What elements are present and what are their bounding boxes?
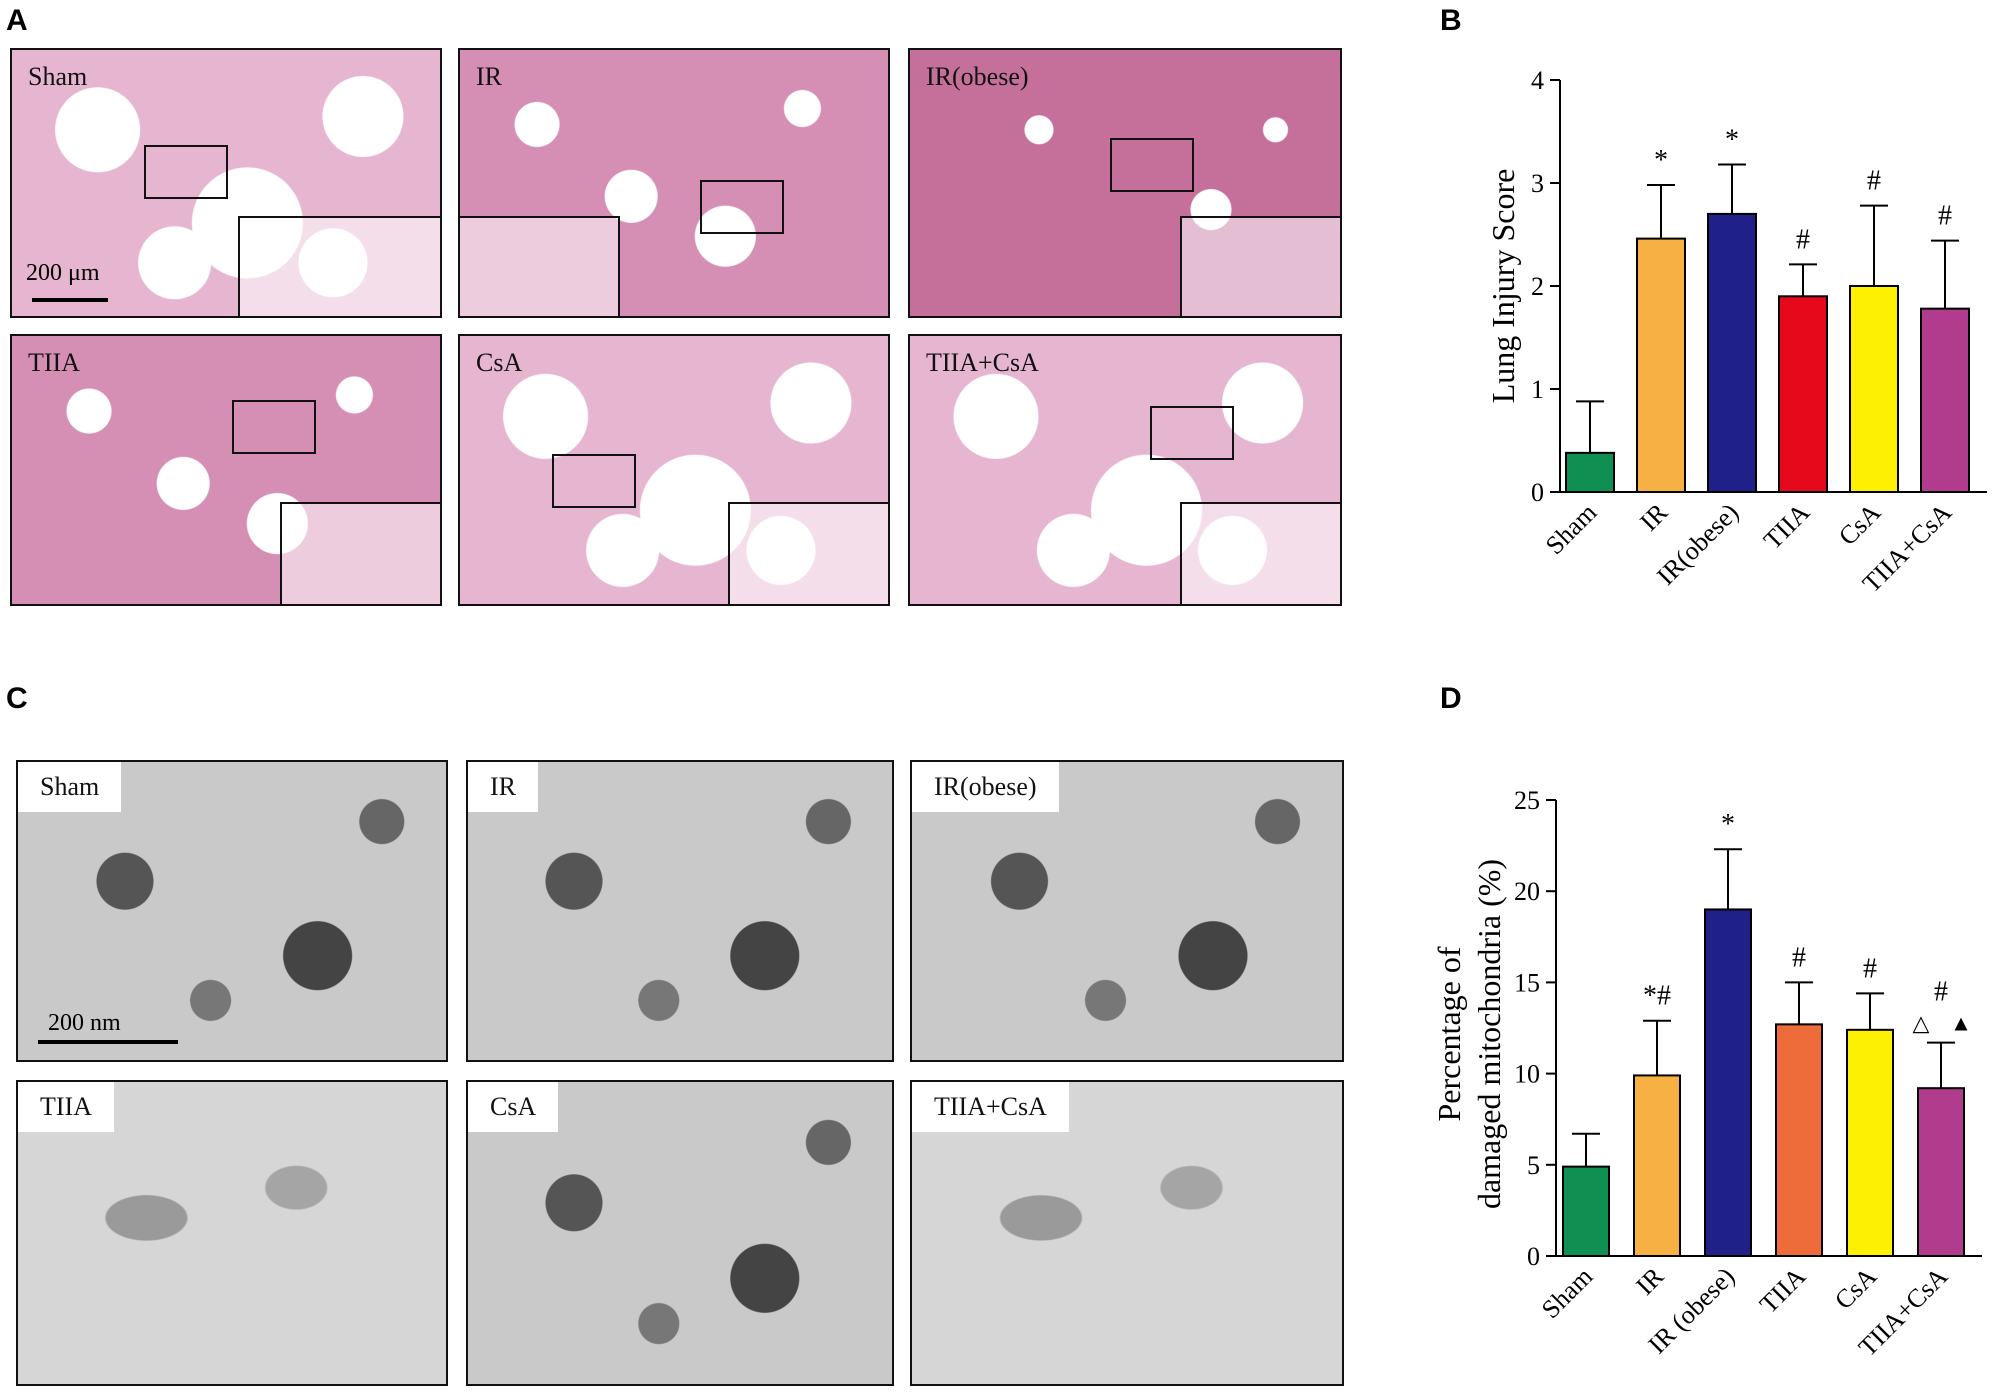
em-label-csa: CsA — [468, 1082, 559, 1132]
histology-label-sham: Sham — [28, 62, 88, 91]
histology-label-tiia: TIIA — [28, 348, 80, 377]
em-label-ir-obese: IR(obese) — [912, 762, 1059, 812]
significance-mark: * — [1725, 124, 1739, 155]
em-image-tiia: TIIA — [16, 1080, 448, 1386]
scale-bar — [32, 298, 108, 302]
histology-image-ir-obese: IR(obese) — [908, 48, 1342, 318]
bar-tiia-csa — [1920, 307, 1970, 493]
significance-mark: # — [1934, 977, 1948, 1008]
x-tick-label: CsA — [1833, 498, 1886, 551]
y-tick-label: 0 — [1527, 1242, 1540, 1271]
x-tick-label: TIIA — [1754, 1262, 1811, 1319]
zoom-inset — [1180, 502, 1340, 604]
bar-ir — [1633, 1074, 1681, 1258]
bar-sham — [1565, 451, 1615, 493]
em-label-tiia: TIIA — [18, 1082, 114, 1132]
roi-box — [1150, 406, 1234, 460]
x-tick-label: Sham — [1536, 1262, 1598, 1324]
scale-bar — [38, 1040, 178, 1044]
roi-box — [232, 400, 316, 454]
roi-box — [700, 180, 784, 234]
em-label-tiia-csa: TIIA+CsA — [912, 1082, 1069, 1132]
y-tick-label: 3 — [1531, 169, 1544, 198]
y-tick-label: 0 — [1531, 478, 1544, 507]
histology-image-csa: CsA — [458, 334, 890, 606]
bar-csa — [1846, 1028, 1894, 1257]
x-tick-label: CsA — [1829, 1262, 1882, 1315]
significance-mark: # — [1863, 953, 1877, 984]
bar-ir-obese- — [1704, 908, 1752, 1257]
filled-triangle-mark: ▲ — [1950, 1011, 1972, 1036]
significance-mark: # — [1938, 201, 1952, 232]
significance-mark: * — [1721, 809, 1735, 840]
y-tick-label: 1 — [1531, 375, 1544, 404]
em-image-ir-obese: IR(obese) — [910, 760, 1344, 1062]
em-image-tiia-csa: TIIA+CsA — [910, 1080, 1344, 1386]
x-tick-label: IR — [1630, 1261, 1669, 1300]
zoom-inset — [1180, 216, 1340, 316]
panel-letter-d: D — [1440, 682, 1462, 715]
histology-image-tiia-csa: TIIA+CsA — [908, 334, 1342, 606]
y-tick-label: 2 — [1531, 272, 1544, 301]
x-tick-label: TIIA — [1758, 498, 1815, 555]
bar-tiia — [1778, 295, 1828, 493]
histology-label-ir-obese: IR(obese) — [926, 62, 1029, 91]
significance-mark: # — [1867, 166, 1881, 197]
histology-label-csa: CsA — [476, 348, 523, 377]
bar-ir — [1636, 237, 1686, 493]
significance-mark: # — [1796, 224, 1810, 255]
panel-letter-c: C — [6, 682, 28, 715]
significance-mark: # — [1792, 942, 1806, 973]
x-tick-label: IR — [1634, 497, 1673, 536]
bar-tiia-csa — [1917, 1087, 1965, 1257]
zoom-inset — [460, 216, 620, 316]
significance-mark: * — [1654, 145, 1668, 176]
x-tick-label: Sham — [1540, 498, 1602, 560]
y-tick-label: 5 — [1527, 1151, 1540, 1180]
y-tick-label: 10 — [1514, 1060, 1540, 1089]
zoom-inset — [728, 502, 888, 604]
open-triangle-mark: △ — [1913, 1011, 1930, 1036]
em-image-sham: Sham 200 nm — [16, 760, 448, 1062]
zoom-inset — [238, 216, 440, 316]
bar-ir-obese- — [1707, 212, 1757, 493]
histology-image-sham: Sham 200 μm — [10, 48, 442, 318]
panel-letter-b: B — [1440, 4, 1462, 37]
roi-box — [552, 454, 636, 508]
zoom-inset — [280, 502, 440, 604]
y-tick-label: 25 — [1514, 786, 1540, 815]
panel-letter-a: A — [6, 4, 28, 37]
y-axis-label-line1: Percentage of — [1431, 946, 1467, 1121]
bar-sham — [1562, 1165, 1610, 1257]
em-label-ir: IR — [468, 762, 538, 812]
bar-tiia — [1775, 1023, 1823, 1257]
bar-csa — [1849, 285, 1899, 493]
histology-label-tiia-csa: TIIA+CsA — [926, 348, 1039, 377]
em-image-ir: IR — [466, 760, 894, 1062]
significance-mark: *# — [1643, 981, 1671, 1012]
y-tick-label: 20 — [1514, 877, 1540, 906]
y-axis-label-line2: damaged mitochondria (%) — [1471, 859, 1507, 1209]
histology-label-ir: IR — [476, 62, 502, 91]
scale-bar-label: 200 μm — [26, 260, 100, 286]
y-tick-label: 15 — [1514, 968, 1540, 997]
histology-image-ir: IR — [458, 48, 890, 318]
scale-bar-label: 200 nm — [48, 1010, 121, 1036]
y-tick-label: 4 — [1531, 66, 1544, 95]
roi-box — [1110, 138, 1194, 192]
roi-box — [144, 145, 228, 199]
histology-image-tiia: TIIA — [10, 334, 442, 606]
em-image-csa: CsA — [466, 1080, 894, 1386]
em-label-sham: Sham — [18, 762, 122, 812]
y-axis-label: Lung Injury Score — [1485, 169, 1521, 404]
lung-injury-chart: 01234Sham*IR*IR(obese)#TIIA#CsA#TIIA+CsA… — [1485, 66, 1987, 598]
